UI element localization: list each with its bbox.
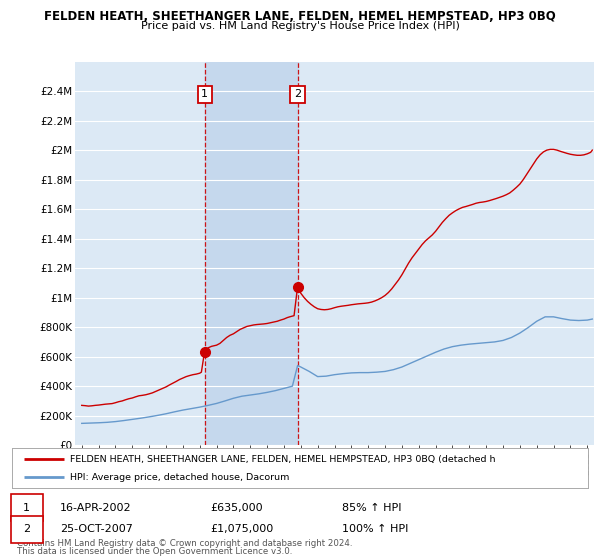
Text: £635,000: £635,000: [210, 503, 263, 513]
Text: 2: 2: [294, 89, 301, 99]
Text: FELDEN HEATH, SHEETHANGER LANE, FELDEN, HEMEL HEMPSTEAD, HP3 0BQ (detached h: FELDEN HEATH, SHEETHANGER LANE, FELDEN, …: [70, 455, 495, 464]
Text: 16-APR-2002: 16-APR-2002: [60, 503, 131, 513]
Text: FELDEN HEATH, SHEETHANGER LANE, FELDEN, HEMEL HEMPSTEAD, HP3 0BQ: FELDEN HEATH, SHEETHANGER LANE, FELDEN, …: [44, 10, 556, 22]
Text: Contains HM Land Registry data © Crown copyright and database right 2024.: Contains HM Land Registry data © Crown c…: [17, 539, 352, 548]
Text: This data is licensed under the Open Government Licence v3.0.: This data is licensed under the Open Gov…: [17, 547, 292, 556]
Text: Price paid vs. HM Land Registry's House Price Index (HPI): Price paid vs. HM Land Registry's House …: [140, 21, 460, 31]
Text: 1: 1: [201, 89, 208, 99]
Text: HPI: Average price, detached house, Dacorum: HPI: Average price, detached house, Daco…: [70, 473, 289, 482]
Text: 2: 2: [23, 524, 30, 534]
Text: 25-OCT-2007: 25-OCT-2007: [60, 524, 133, 534]
Bar: [205, 62, 298, 445]
Text: 85% ↑ HPI: 85% ↑ HPI: [342, 503, 401, 513]
Text: 100% ↑ HPI: 100% ↑ HPI: [342, 524, 409, 534]
Text: 1: 1: [23, 503, 30, 513]
Text: £1,075,000: £1,075,000: [210, 524, 273, 534]
